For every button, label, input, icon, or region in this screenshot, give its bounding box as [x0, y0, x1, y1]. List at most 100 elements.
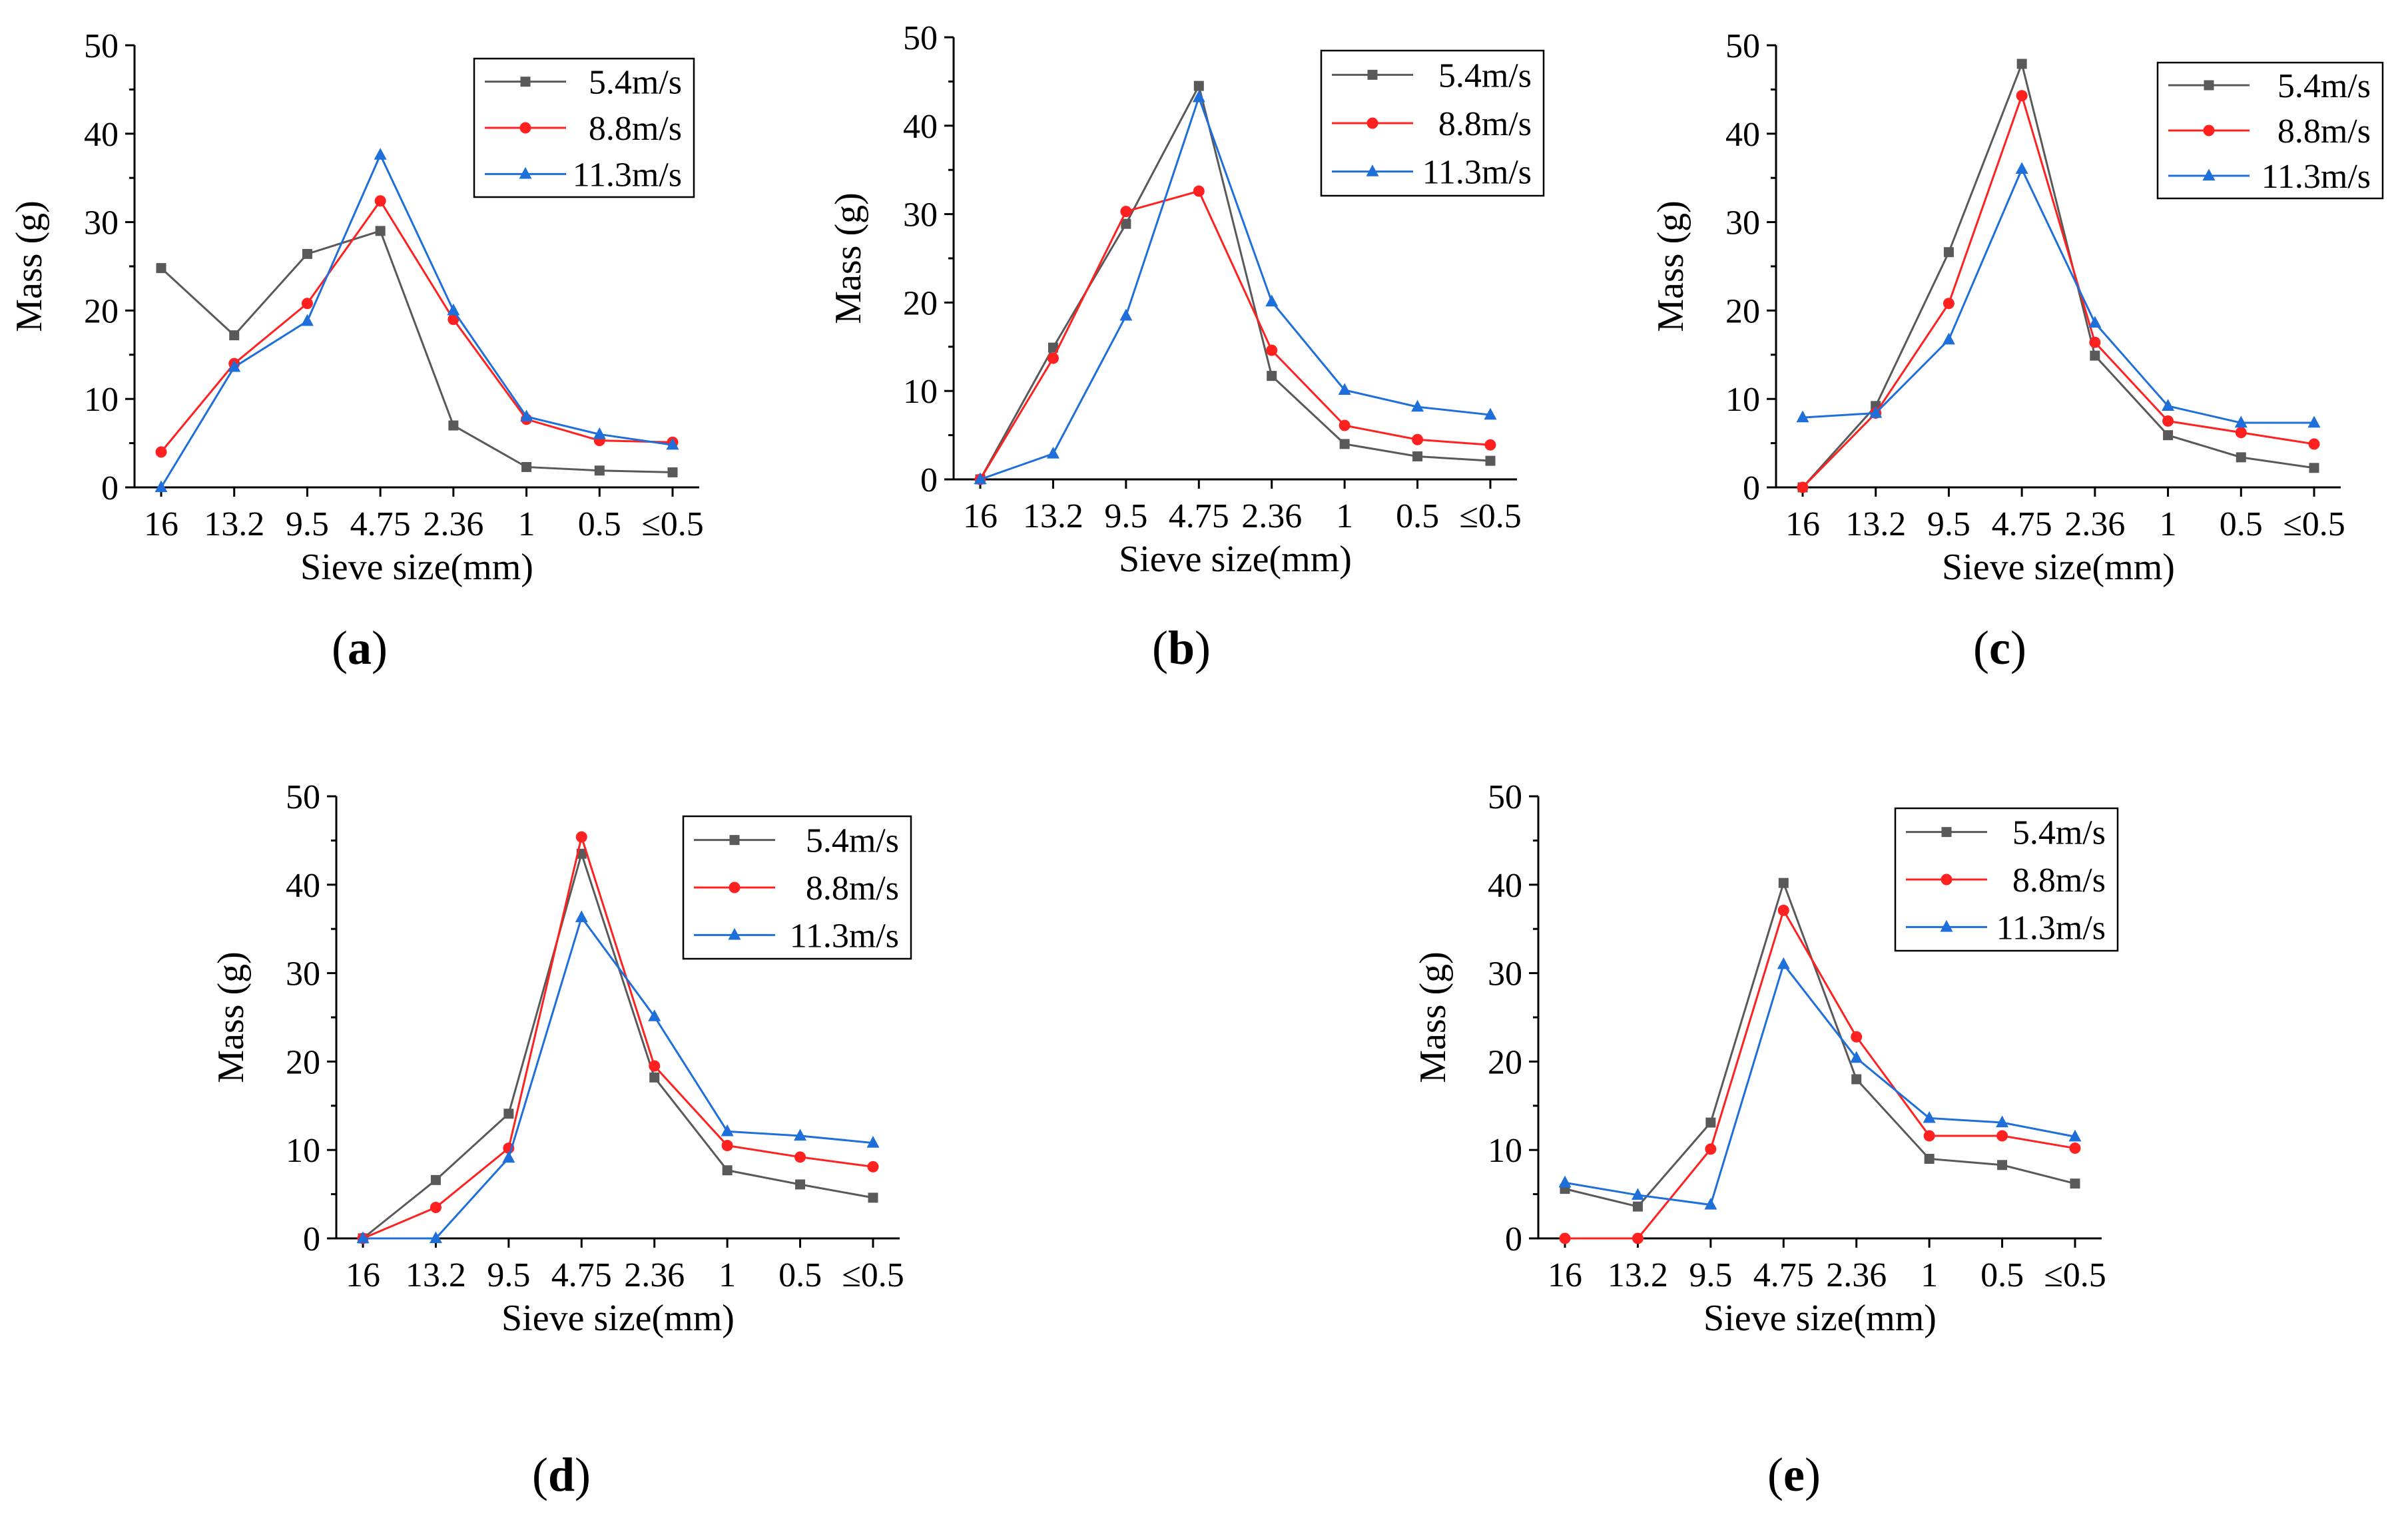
- data-point-3: [1631, 1188, 1644, 1200]
- data-point-3: [974, 472, 987, 485]
- data-point-2: [1996, 1130, 2008, 1142]
- x-tick-label: ≤0.5: [641, 505, 704, 543]
- x-tick-label: 1: [2160, 505, 2177, 543]
- x-tick-label: 13.2: [204, 505, 264, 543]
- legend-marker-2: [1366, 117, 1378, 129]
- y-tick-label: 40: [286, 867, 320, 905]
- data-point-3: [575, 910, 588, 923]
- x-tick-label: 2.36: [2064, 505, 2125, 543]
- data-point-3: [502, 1150, 515, 1163]
- data-point-1: [430, 1174, 441, 1185]
- x-tick-label: 4.75: [551, 1256, 612, 1294]
- data-point-2: [2235, 427, 2247, 439]
- legend-marker-2: [729, 882, 741, 894]
- y-axis-title: Mass (g): [1412, 951, 1454, 1083]
- y-tick-label: 10: [1488, 1132, 1522, 1170]
- data-point-3: [228, 360, 241, 372]
- chart-panel-a: 0 10 20 30 40 50 16 13.2 9.5 4.75 2.36 1 0.5 ≤0.5 Siev…: [9, 27, 704, 588]
- data-point-3: [648, 1009, 661, 1021]
- data-point-2: [649, 1060, 661, 1072]
- series-line-3: [363, 915, 874, 1240]
- data-point-3: [154, 480, 168, 493]
- legend-label-3: 11.3m/s: [1996, 909, 2106, 947]
- x-tick-label: 16: [963, 497, 998, 535]
- legend-label-3: 11.3m/s: [790, 917, 899, 955]
- series-line-3: [1564, 962, 2076, 1206]
- x-tick-label: 0.5: [1980, 1256, 2024, 1294]
- x-tick-label: 13.2: [1023, 497, 1083, 535]
- data-point-1: [1267, 371, 1277, 382]
- data-point-1: [1412, 451, 1423, 461]
- series-line-3: [160, 152, 673, 488]
- y-tick-label: 10: [84, 381, 119, 419]
- x-tick-label: 2.36: [1241, 497, 1302, 535]
- data-point-2: [1484, 439, 1496, 451]
- data-point-2: [1777, 904, 1789, 916]
- y-tick-label: 50: [903, 19, 938, 57]
- y-tick-label: 20: [84, 292, 119, 330]
- x-tick-label: 9.5: [1104, 497, 1147, 535]
- series-line-2: [1801, 92, 2315, 489]
- x-tick-label: ≤0.5: [842, 1256, 904, 1294]
- data-point-2: [1120, 206, 1132, 218]
- x-tick-label: 2.36: [423, 505, 483, 543]
- series-line-3: [980, 94, 1491, 481]
- y-tick-label: 0: [920, 461, 938, 499]
- y-tick-label: 30: [1725, 204, 1760, 242]
- data-point-1: [649, 1072, 660, 1083]
- x-tick-label: 2.36: [1826, 1256, 1887, 1294]
- data-point-1: [1048, 342, 1058, 353]
- x-tick-label: 16: [1785, 505, 1820, 543]
- data-point-2: [721, 1140, 733, 1152]
- panel-label-e: (e): [1767, 1448, 1821, 1501]
- data-point-3: [2068, 1129, 2082, 1142]
- data-point-1: [2090, 350, 2100, 361]
- data-point-3: [1796, 410, 1809, 423]
- data-point-1: [503, 1109, 514, 1119]
- data-point-1: [2070, 1178, 2080, 1189]
- x-axis-title: Sieve size(mm): [501, 1298, 735, 1339]
- data-point-1: [1997, 1160, 2008, 1170]
- series-line-3: [1802, 166, 2314, 424]
- x-tick-label: 13.2: [1608, 1256, 1668, 1294]
- data-point-1: [1705, 1117, 1716, 1128]
- y-axis-title: Mass (g): [1650, 200, 1691, 332]
- data-point-2: [2308, 438, 2320, 450]
- data-point-1: [156, 263, 166, 274]
- x-tick-label: 13.2: [1845, 505, 1906, 543]
- data-point-2: [2162, 415, 2174, 427]
- data-point-3: [593, 427, 606, 439]
- data-point-2: [1923, 1130, 1935, 1142]
- data-point-1: [375, 226, 386, 236]
- legend-marker-1: [520, 77, 531, 87]
- data-point-3: [1265, 294, 1279, 307]
- x-axis-title: Sieve size(mm): [1119, 539, 1352, 580]
- data-point-1: [722, 1165, 733, 1176]
- data-point-3: [2162, 399, 2175, 411]
- data-point-3: [1119, 308, 1133, 321]
- data-point-1: [594, 465, 605, 476]
- x-axis-title: Sieve size(mm): [1703, 1298, 1937, 1339]
- series-line-2: [362, 833, 874, 1240]
- x-tick-label: 0.5: [578, 505, 621, 543]
- data-point-1: [1632, 1201, 1643, 1212]
- legend-marker-3: [728, 927, 741, 940]
- y-tick-label: 40: [84, 116, 119, 154]
- y-tick-label: 30: [1488, 955, 1522, 993]
- data-point-2: [1266, 344, 1278, 356]
- chart-panel-b: 0 10 20 30 40 50 16 13.2 9.5 4.75 2.36 1 0.5 ≤0.5 Siev…: [828, 19, 1545, 580]
- x-tick-label: 4.75: [1169, 497, 1229, 535]
- data-point-2: [1412, 433, 1424, 445]
- data-point-2: [794, 1151, 806, 1163]
- data-point-2: [1851, 1031, 1863, 1043]
- x-tick-label: 16: [1548, 1256, 1582, 1294]
- y-tick-label: 20: [1725, 292, 1760, 330]
- y-tick-label: 0: [101, 469, 119, 507]
- legend-label-3: 11.3m/s: [1422, 154, 1532, 192]
- y-tick-label: 40: [1725, 116, 1760, 154]
- chart-panel-d: 0 10 20 30 40 50 16 13.2 9.5 4.75 2.36 1 0.5 ≤0.5 Siev…: [210, 778, 912, 1339]
- data-point-3: [721, 1124, 734, 1137]
- x-axis-title: Sieve size(mm): [300, 547, 533, 588]
- data-point-2: [2016, 90, 2028, 102]
- data-point-3: [2015, 162, 2028, 174]
